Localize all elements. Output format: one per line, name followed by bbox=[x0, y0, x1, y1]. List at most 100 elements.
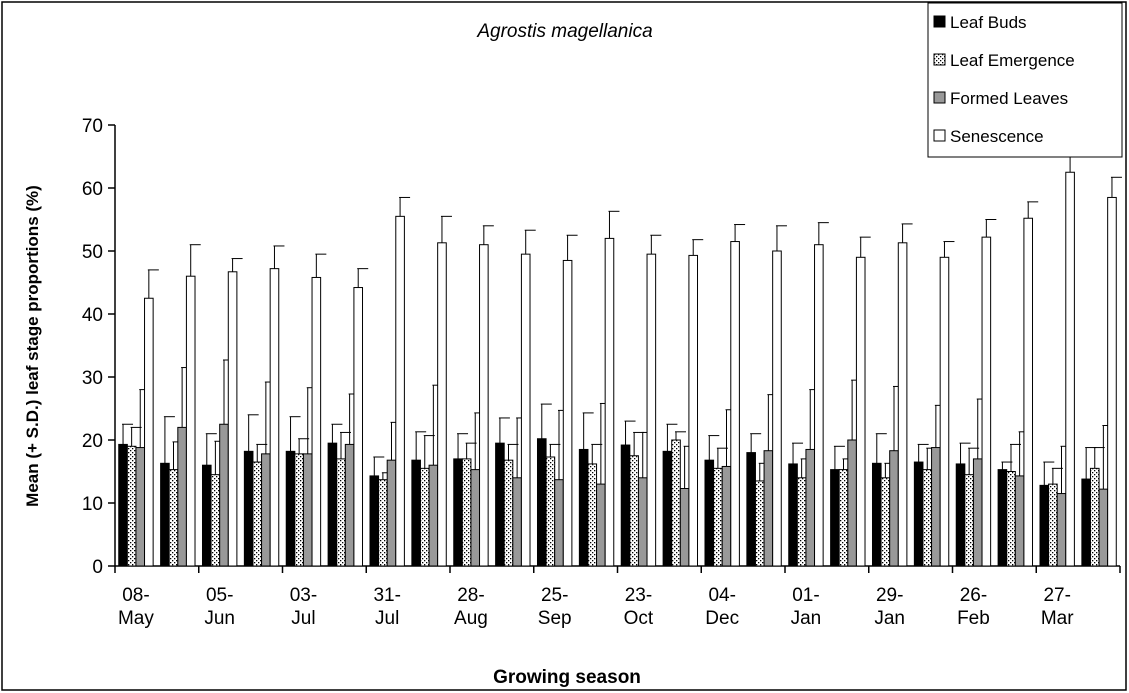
error-bar bbox=[457, 433, 469, 459]
bar bbox=[629, 455, 639, 567]
bar bbox=[453, 458, 463, 567]
bar bbox=[746, 452, 756, 567]
bar bbox=[730, 241, 740, 567]
bar bbox=[201, 464, 212, 567]
bar bbox=[955, 463, 966, 567]
bar bbox=[1098, 488, 1109, 567]
error-bar bbox=[524, 229, 536, 255]
x-tick-label: 05-Jun bbox=[204, 585, 235, 629]
error-bar bbox=[792, 442, 804, 464]
x-tick-label: 29-Jan bbox=[874, 585, 905, 629]
bar bbox=[327, 442, 338, 567]
x-tick-label: 23-Oct bbox=[624, 585, 654, 629]
x-tick-label: 27-Mar bbox=[1041, 585, 1074, 629]
bar bbox=[721, 465, 732, 567]
bar bbox=[679, 488, 690, 567]
y-tick-label: 50 bbox=[82, 242, 103, 263]
bar bbox=[662, 450, 673, 567]
bar bbox=[587, 463, 598, 567]
error-bar bbox=[289, 416, 301, 452]
bar bbox=[353, 287, 364, 567]
bar bbox=[1023, 217, 1034, 567]
error-bar bbox=[415, 431, 427, 461]
bar bbox=[479, 244, 489, 567]
bar bbox=[931, 447, 941, 567]
bar bbox=[1006, 471, 1016, 567]
bar bbox=[562, 259, 573, 567]
bar bbox=[855, 256, 866, 567]
legend-label: Leaf Buds bbox=[950, 13, 1027, 32]
x-tick-label: 03-Jul bbox=[290, 585, 317, 629]
x-tick-label: 08-May bbox=[118, 585, 154, 629]
bar bbox=[118, 443, 128, 567]
y-tick-label: 20 bbox=[82, 431, 103, 452]
error-bar bbox=[357, 268, 369, 288]
bar bbox=[210, 474, 221, 567]
error-bar bbox=[833, 445, 845, 470]
error-bar bbox=[943, 241, 955, 258]
bar bbox=[939, 256, 950, 567]
bar bbox=[897, 242, 908, 567]
error-bar bbox=[163, 416, 175, 464]
error-bar bbox=[650, 234, 662, 255]
bar bbox=[219, 423, 229, 567]
bar bbox=[536, 438, 547, 567]
bar bbox=[252, 461, 263, 567]
bar bbox=[688, 254, 699, 567]
bar bbox=[185, 275, 196, 567]
error-bar bbox=[189, 244, 201, 277]
bar bbox=[1014, 475, 1025, 567]
x-tick-label: 26-Feb bbox=[957, 585, 990, 629]
legend: Leaf Buds Leaf Emergence Formed Leaves Sene… bbox=[927, 2, 1123, 158]
bar bbox=[344, 443, 355, 567]
legend-label: Formed Leaves bbox=[950, 89, 1068, 108]
error-bar bbox=[608, 210, 620, 239]
y-tick-label: 40 bbox=[82, 305, 103, 326]
bar bbox=[437, 242, 447, 567]
legend-swatch bbox=[933, 53, 946, 66]
bar bbox=[847, 439, 857, 567]
error-bar bbox=[775, 225, 787, 251]
bar bbox=[805, 448, 816, 567]
bar bbox=[378, 479, 388, 567]
error-bar bbox=[231, 258, 243, 272]
error-bar bbox=[959, 442, 971, 464]
bar bbox=[135, 447, 146, 567]
bar bbox=[160, 462, 170, 567]
bar bbox=[461, 458, 472, 567]
error-bar bbox=[708, 435, 720, 461]
error-bar bbox=[875, 433, 887, 464]
y-tick-label: 0 bbox=[92, 557, 103, 578]
error-bar bbox=[315, 253, 327, 278]
y-tick-label: 30 bbox=[82, 368, 103, 389]
bar bbox=[243, 450, 254, 567]
bar bbox=[311, 276, 322, 567]
bar bbox=[972, 458, 983, 567]
x-axis-title: Growing season bbox=[493, 667, 641, 688]
error-bar bbox=[1043, 461, 1055, 486]
error-bar bbox=[901, 223, 913, 243]
bar bbox=[177, 426, 187, 567]
bar bbox=[411, 459, 421, 567]
bar bbox=[871, 462, 882, 567]
bar bbox=[495, 442, 505, 567]
bar bbox=[227, 271, 238, 567]
bar bbox=[796, 477, 807, 567]
error-bar bbox=[540, 403, 552, 439]
bar bbox=[671, 439, 681, 567]
bar bbox=[294, 453, 304, 567]
error-bar bbox=[440, 215, 452, 243]
error-bar bbox=[147, 269, 159, 299]
bar bbox=[269, 268, 280, 567]
error-bar bbox=[917, 443, 929, 463]
bar bbox=[578, 448, 589, 567]
bar bbox=[788, 463, 798, 567]
y-axis-title: Mean (+ S.D.) leaf stage proportions (%) bbox=[23, 185, 42, 507]
bar bbox=[596, 483, 606, 567]
x-tick-label: 04-Dec bbox=[705, 585, 739, 629]
bar bbox=[470, 469, 481, 567]
bar bbox=[838, 469, 849, 567]
bar bbox=[964, 474, 974, 567]
error-bar bbox=[859, 236, 871, 258]
bar bbox=[604, 237, 615, 567]
